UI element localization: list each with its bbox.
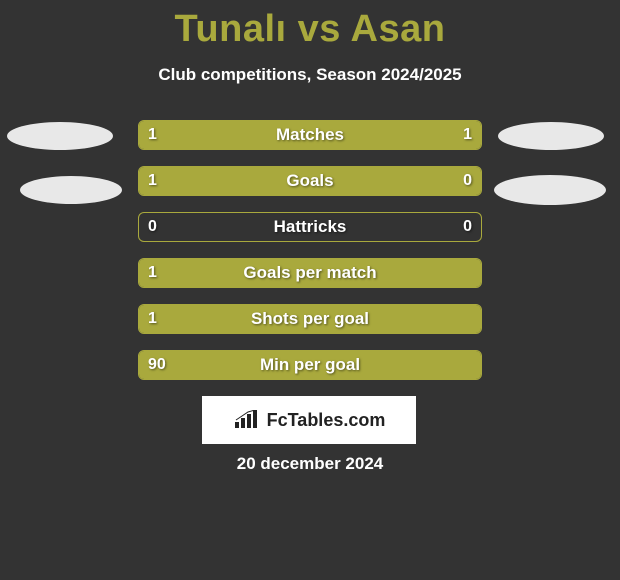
subtitle: Club competitions, Season 2024/2025 <box>0 65 620 85</box>
stat-value-left: 1 <box>148 258 157 288</box>
stat-row: Goals1 0 <box>0 159 620 205</box>
stat-label: Goals <box>139 167 481 195</box>
stat-bar: Hattricks <box>138 212 482 242</box>
date-text: 20 december 2024 <box>0 454 620 474</box>
stat-value-left: 90 <box>148 350 166 380</box>
stat-value-left: 1 <box>148 304 157 334</box>
stat-row: Shots per goal1 <box>0 297 620 343</box>
stat-value-right: 1 <box>463 120 472 150</box>
stat-bar: Shots per goal <box>138 304 482 334</box>
stat-row: Min per goal90 <box>0 343 620 389</box>
stat-value-left: 1 <box>148 120 157 150</box>
stat-label: Matches <box>139 121 481 149</box>
logo-text: FcTables.com <box>267 410 386 431</box>
stat-row: Hattricks0 0 <box>0 205 620 251</box>
stat-value-right: 0 <box>463 166 472 196</box>
stats-rows: Matches11Goals10Hattricks00Goals per mat… <box>0 113 620 389</box>
stat-row: Goals per match1 <box>0 251 620 297</box>
stat-row: Matches1 1 <box>0 113 620 159</box>
page-title: Tunalı vs Asan <box>0 0 620 51</box>
logo-box: FcTables.com <box>202 396 416 444</box>
stat-value-right: 0 <box>463 212 472 242</box>
fctables-logo-icon <box>233 410 261 430</box>
stat-bar: Min per goal <box>138 350 482 380</box>
stat-bar: Goals per match <box>138 258 482 288</box>
stat-label: Min per goal <box>139 351 481 379</box>
stat-bar: Goals <box>138 166 482 196</box>
stat-label: Goals per match <box>139 259 481 287</box>
stat-value-left: 0 <box>148 212 157 242</box>
stat-label: Shots per goal <box>139 305 481 333</box>
stat-bar: Matches <box>138 120 482 150</box>
stat-label: Hattricks <box>139 213 481 241</box>
stat-value-left: 1 <box>148 166 157 196</box>
